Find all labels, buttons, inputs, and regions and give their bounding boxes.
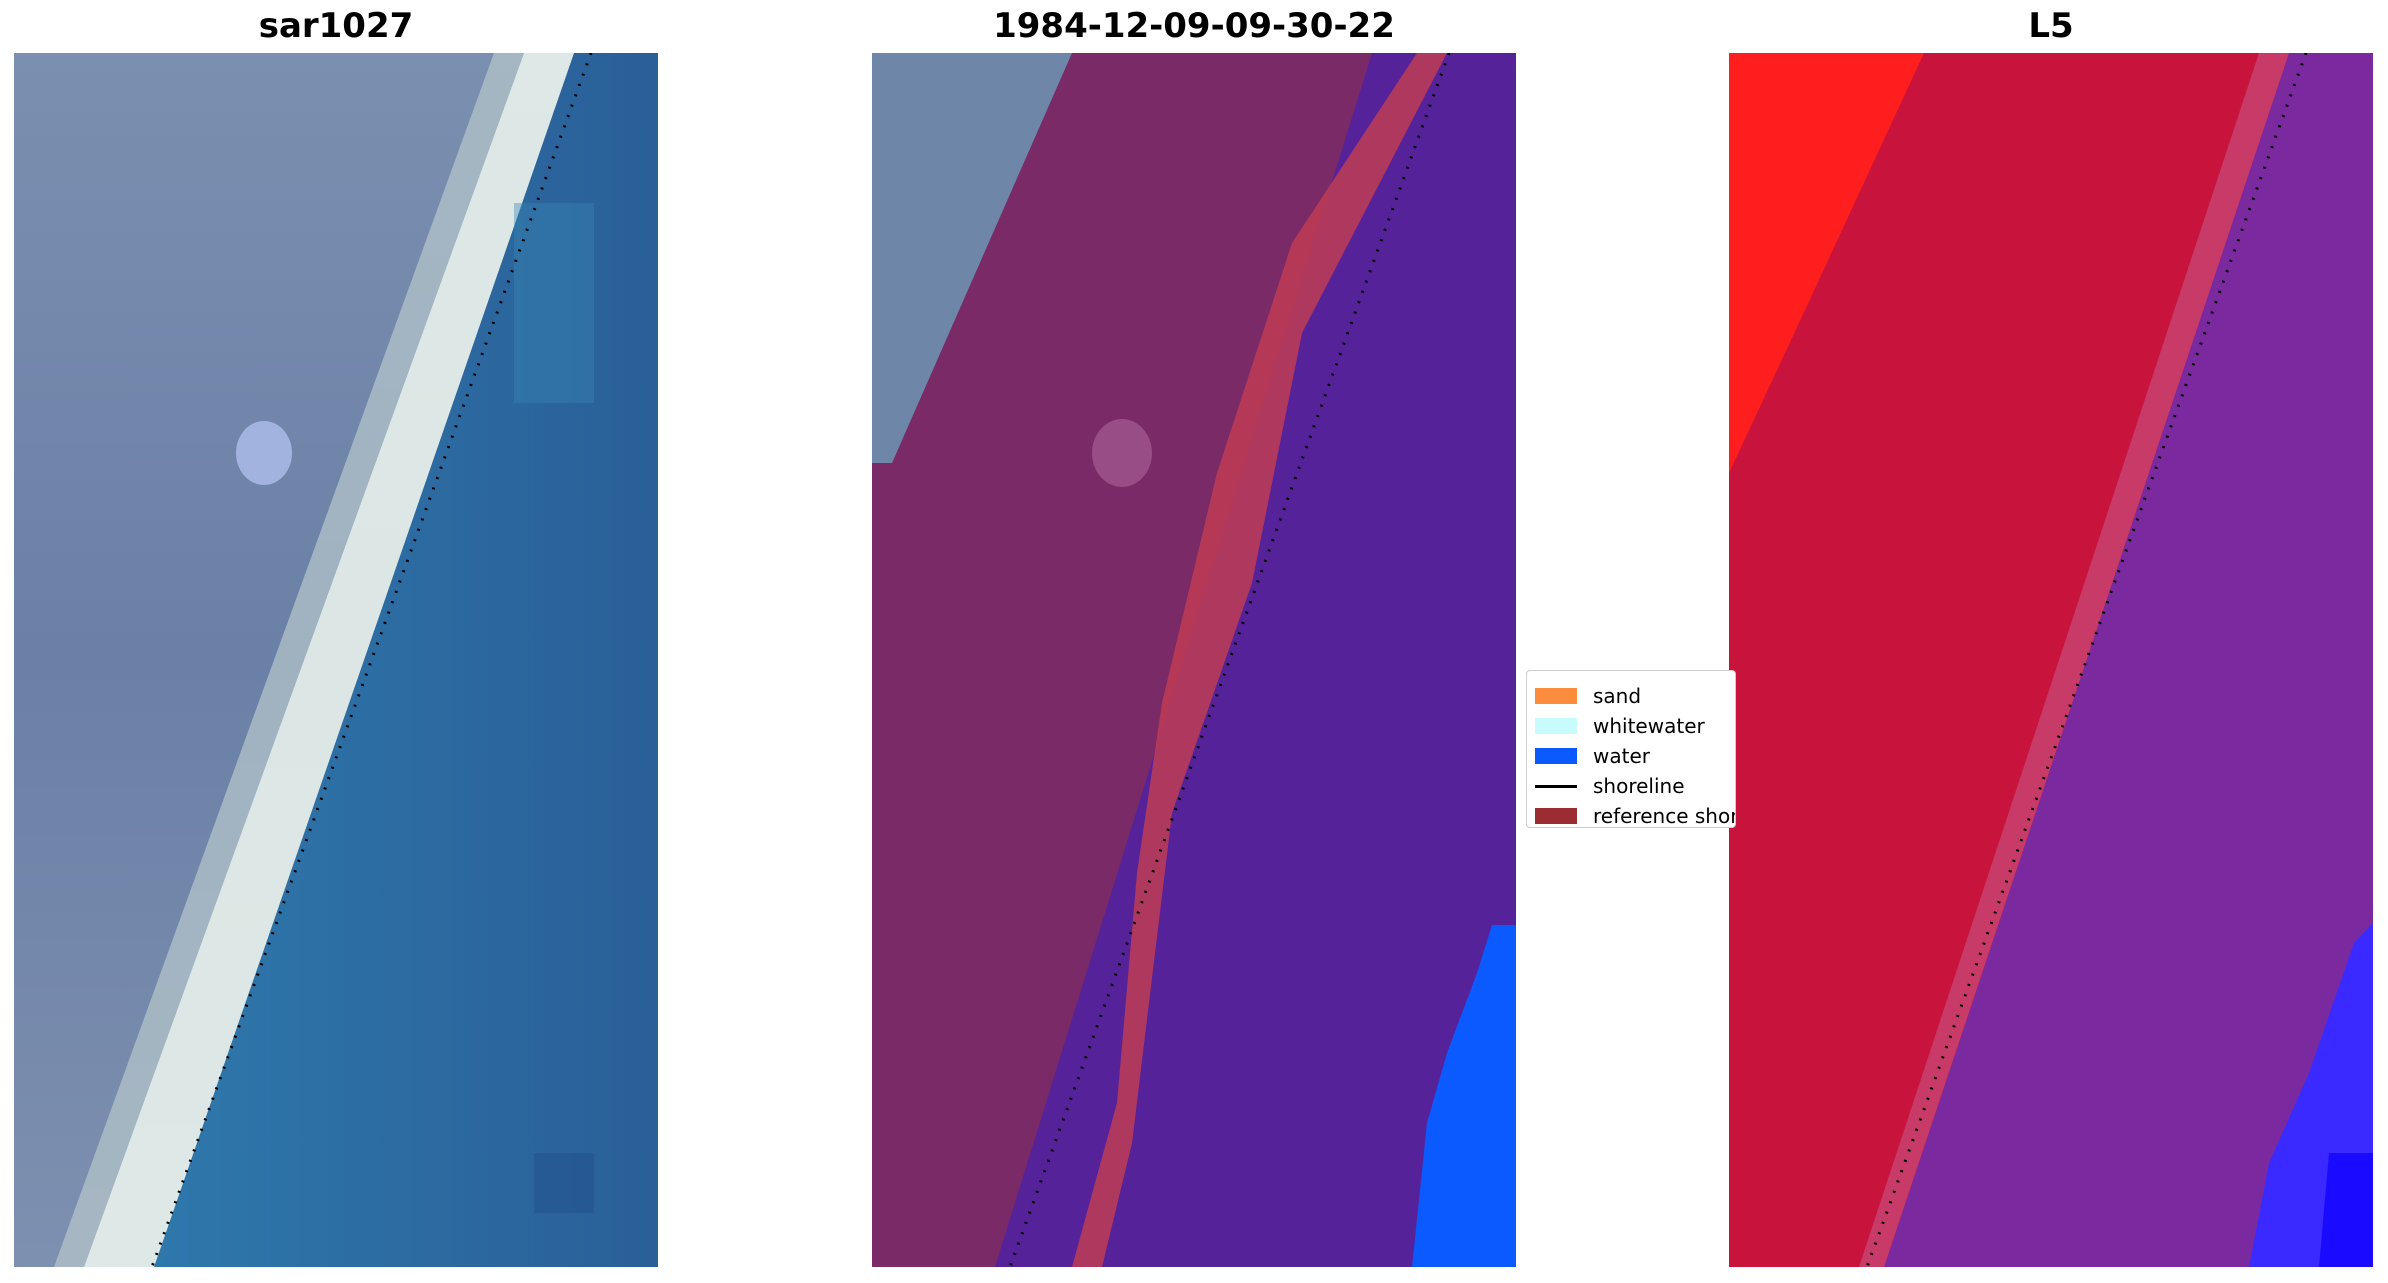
legend-item-sand: sand [1535,682,1641,710]
legend-label: shoreline [1593,774,1685,798]
legend-item-reference-shoreline: reference shoreline [1535,802,1736,828]
panel-title-rgb: sar1027 [258,6,414,46]
l5-image [1729,53,2373,1267]
panel-title-classified: 1984-12-09-09-30-22 [993,6,1395,46]
rgb-image-panel [14,53,658,1267]
classified-image [872,53,1516,1267]
whitewater-swatch [1535,718,1577,734]
legend-label: sand [1593,684,1642,708]
legend-item-water: water [1535,742,1650,770]
legend-label: reference shoreline [1593,804,1736,828]
legend-label: water [1593,744,1650,768]
rgb-image [14,53,658,1267]
classified-image-panel [872,53,1516,1267]
legend: sand whitewater water shoreline referenc… [1526,670,1736,828]
reference-shoreline-swatch [1535,808,1577,824]
sand-swatch [1535,688,1577,704]
water-swatch [1535,748,1577,764]
shoreline-swatch [1535,784,1577,788]
l5-image-panel [1729,53,2373,1267]
panel-title-l5: L5 [2028,6,2074,46]
legend-label: whitewater [1593,714,1705,738]
legend-item-whitewater: whitewater [1535,712,1705,740]
legend-item-shoreline: shoreline [1535,772,1685,800]
